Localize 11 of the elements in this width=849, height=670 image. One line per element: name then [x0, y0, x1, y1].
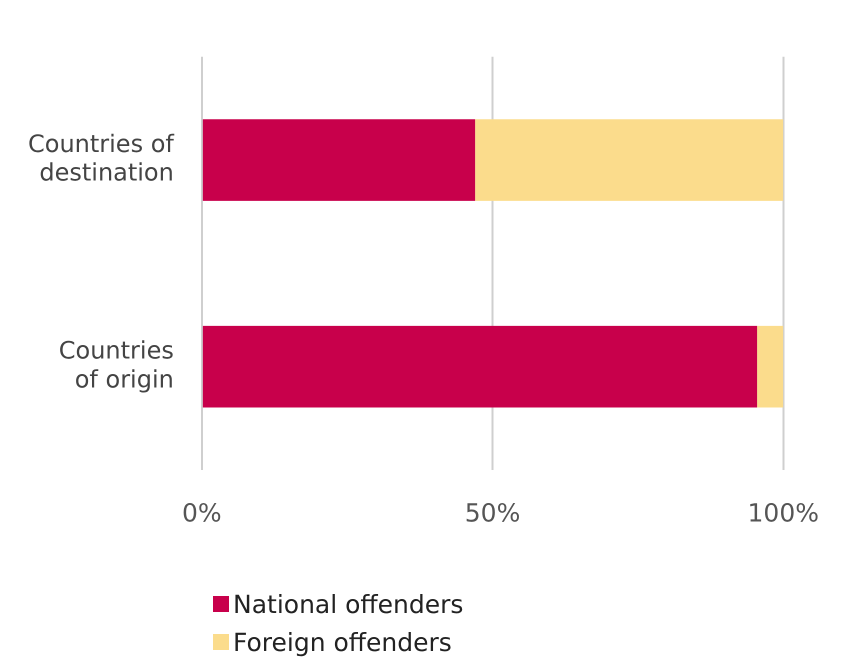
- y-tick-label: Countries of origin: [58, 336, 174, 394]
- x-tick-label: 50%: [464, 498, 520, 528]
- x-tick-label: 0%: [182, 498, 222, 528]
- x-tick-label: 100%: [748, 498, 820, 528]
- legend-label: National offenders: [233, 590, 464, 618]
- bar: [202, 326, 758, 408]
- bar: [757, 326, 784, 408]
- bar: [475, 119, 784, 201]
- legend-label: Foreign offenders: [233, 628, 452, 656]
- bar: [202, 119, 476, 201]
- y-tick-label: Countries of destination: [28, 130, 174, 187]
